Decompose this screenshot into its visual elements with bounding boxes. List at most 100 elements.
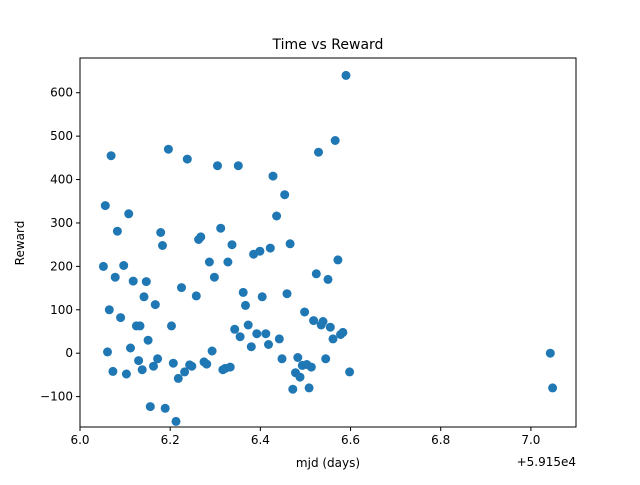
data-point [204, 257, 214, 267]
y-tick-label: 400 [50, 173, 73, 187]
data-point [545, 348, 555, 358]
data-point [121, 369, 131, 379]
data-point [167, 321, 176, 331]
data-point [223, 257, 233, 267]
data-point [110, 272, 120, 282]
data-point [338, 327, 348, 337]
data-point [272, 211, 282, 221]
data-point [314, 147, 323, 157]
data-point [238, 287, 248, 297]
data-point [300, 307, 310, 317]
data-point [124, 209, 134, 219]
data-point [243, 320, 253, 330]
data-point [171, 416, 181, 426]
data-point [209, 272, 219, 282]
data-point [180, 367, 190, 377]
x-tick-label: 6.0 [70, 433, 89, 447]
data-point [153, 354, 163, 364]
data-point [257, 292, 267, 302]
data-point [177, 283, 186, 293]
data-point [139, 292, 149, 302]
data-point [293, 353, 303, 362]
x-tick-label: 7.0 [521, 433, 540, 447]
data-point [108, 366, 118, 376]
data-point [216, 223, 226, 233]
data-point [137, 365, 147, 375]
data-point [156, 228, 166, 237]
data-point [264, 340, 273, 349]
data-point [325, 322, 335, 332]
y-axis-label: Reward [13, 221, 27, 266]
data-point [128, 276, 138, 286]
data-point [119, 261, 129, 270]
data-point [150, 300, 160, 310]
plot-frame [79, 57, 577, 428]
y-axis-ticks: −100 0 100 200 300 400 500 600 [40, 86, 80, 404]
data-point [323, 274, 333, 284]
data-point [196, 232, 206, 242]
data-point [149, 361, 158, 371]
data-point [235, 332, 245, 342]
data-point [191, 291, 201, 301]
y-tick-label: 100 [50, 303, 73, 317]
x-axis-offset-label: +5.915e4 [517, 455, 576, 469]
x-tick-label: 6.8 [431, 433, 450, 447]
data-point [261, 329, 271, 339]
data-point [163, 144, 173, 154]
data-point [202, 359, 212, 369]
data-point [309, 316, 319, 326]
y-tick-label: 0 [65, 346, 73, 360]
data-point [318, 317, 328, 326]
data-point [268, 171, 278, 181]
data-point [233, 161, 243, 171]
x-tick-label: 6.4 [251, 433, 270, 447]
data-point [116, 313, 126, 323]
data-point [106, 151, 116, 161]
data-point [145, 402, 155, 412]
data-point [227, 240, 237, 250]
data-point [143, 335, 153, 345]
data-point [341, 70, 351, 80]
data-point [274, 334, 284, 344]
data-point [330, 136, 340, 145]
data-point [141, 277, 151, 287]
data-point [225, 362, 235, 372]
data-point [328, 334, 338, 344]
data-point [134, 356, 144, 366]
data-point [311, 269, 321, 279]
x-tick-label: 6.2 [161, 433, 180, 447]
data-point [173, 373, 183, 383]
data-point [241, 300, 250, 310]
y-tick-label: 500 [50, 129, 73, 143]
data-point [168, 358, 178, 368]
data-point [295, 372, 305, 382]
data-point [252, 329, 262, 339]
data-point [100, 201, 110, 211]
data-point [135, 321, 145, 331]
data-point [126, 343, 135, 353]
data-point [277, 354, 287, 364]
data-point [160, 403, 170, 413]
data-point [333, 255, 343, 265]
data-point [207, 346, 217, 356]
data-point [306, 362, 316, 372]
data-point [265, 243, 275, 253]
data-point [280, 190, 290, 200]
data-point [103, 347, 112, 357]
data-point [246, 342, 256, 352]
data-point [548, 383, 558, 393]
data-point [112, 226, 122, 236]
data-points [98, 70, 558, 426]
y-tick-label: −100 [40, 390, 73, 404]
data-point [98, 261, 108, 271]
data-point [285, 239, 295, 249]
data-point [345, 367, 355, 377]
data-point [182, 154, 192, 164]
data-point [230, 324, 240, 334]
y-tick-label: 200 [50, 259, 73, 273]
x-tick-label: 6.6 [341, 433, 360, 447]
x-axis-ticks: 6.0 6.2 6.4 6.6 6.8 7.0 [70, 427, 540, 447]
